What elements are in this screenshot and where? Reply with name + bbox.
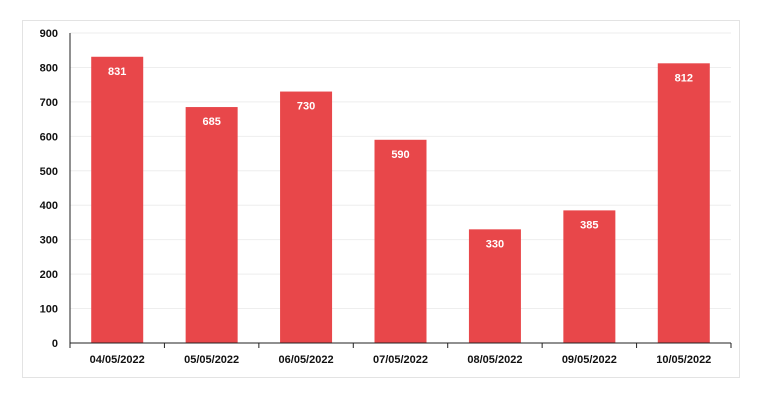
y-tick-label: 800 <box>40 62 58 74</box>
bar <box>280 91 333 343</box>
data-label: 831 <box>108 66 126 78</box>
y-tick-label: 900 <box>40 28 58 40</box>
data-label: 730 <box>297 101 315 113</box>
y-tick-label: 700 <box>40 97 58 109</box>
data-label: 590 <box>391 149 409 161</box>
data-label: 385 <box>580 219 598 231</box>
data-label: 812 <box>675 72 693 84</box>
labels: 0 100 200 300 400 500 600 700 800 900 831 04/05/202… <box>40 28 712 366</box>
bar <box>185 107 238 343</box>
bar <box>657 63 710 344</box>
y-tick-label: 0 <box>52 338 58 350</box>
x-tick-label: 06/05/2022 <box>279 354 334 366</box>
bar <box>468 229 521 343</box>
y-tick-label: 600 <box>40 131 58 143</box>
y-tick-label: 500 <box>40 166 58 178</box>
x-tick-label: 08/05/2022 <box>467 354 522 366</box>
data-label: 685 <box>202 116 220 128</box>
x-tick-label: 07/05/2022 <box>373 354 428 366</box>
gridlines <box>70 32 731 310</box>
bar <box>374 139 427 343</box>
bar <box>91 56 144 344</box>
axes <box>69 33 732 348</box>
x-tick-label: 05/05/2022 <box>184 354 239 366</box>
x-tick-label: 04/05/2022 <box>90 354 145 366</box>
y-tick-label: 200 <box>40 269 58 281</box>
x-tick-label: 10/05/2022 <box>656 354 711 366</box>
bar <box>563 210 616 343</box>
y-tick-label: 300 <box>40 235 58 247</box>
y-tick-label: 100 <box>40 304 58 316</box>
bars <box>91 56 710 344</box>
data-label: 330 <box>486 238 504 250</box>
x-tick-label: 09/05/2022 <box>562 354 617 366</box>
y-tick-label: 400 <box>40 200 58 212</box>
